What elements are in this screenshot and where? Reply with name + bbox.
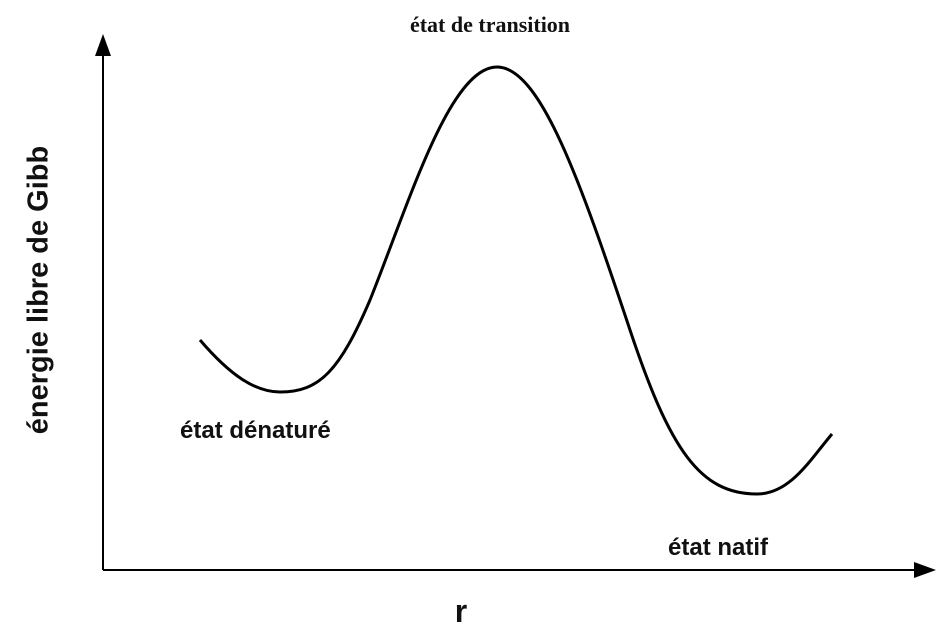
annotation: état de transition — [410, 12, 570, 37]
y-axis-label: énergie libre de Gibb — [23, 146, 55, 434]
annotation: état natif — [668, 534, 769, 561]
x-axis-arrow — [914, 562, 936, 578]
energy-curve — [198, 65, 834, 496]
y-axis-arrow — [95, 34, 111, 56]
x-axis-label: r — [455, 593, 467, 629]
annotation: état dénaturé — [180, 417, 331, 444]
